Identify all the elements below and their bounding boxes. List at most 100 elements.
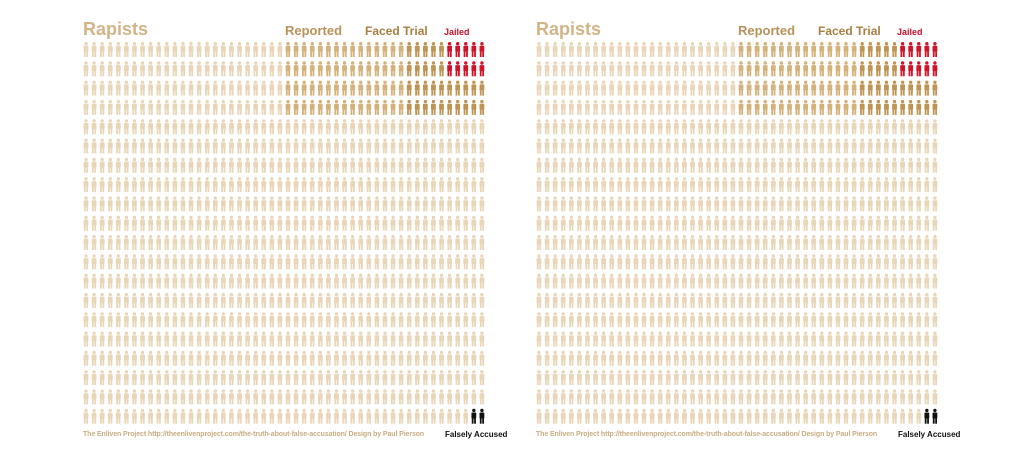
person-icon-rapists	[471, 119, 477, 135]
person-icon-rapists	[180, 292, 186, 308]
person-icon-jailed	[916, 61, 922, 77]
person-icon-reported	[795, 99, 800, 115]
person-icon-rapists	[140, 138, 145, 154]
person-icon-rapists	[132, 350, 137, 366]
person-icon-rapists	[593, 235, 598, 250]
person-icon-rapists	[803, 138, 809, 154]
person-icon-rapists	[593, 312, 598, 328]
person-icon-reported	[390, 61, 396, 77]
person-icon-reported	[843, 80, 849, 96]
person-icon-rapists	[212, 157, 218, 173]
person-icon-faced-trial	[414, 80, 420, 96]
person-icon-rapists	[568, 61, 574, 77]
person-icon-rapists	[843, 157, 849, 173]
person-icon-reported	[770, 80, 776, 96]
person-icon-rapists	[317, 235, 323, 250]
person-icon-rapists	[196, 235, 202, 250]
person-icon-rapists	[706, 235, 712, 250]
person-icon-faced-trial	[884, 80, 889, 96]
person-icon-rapists	[301, 292, 307, 308]
person-icon-reported	[851, 80, 857, 96]
person-icon-rapists	[422, 119, 428, 135]
person-icon-rapists	[180, 254, 186, 270]
person-icon-rapists	[196, 42, 202, 57]
person-icon-rapists	[212, 61, 218, 77]
person-icon-rapists	[835, 292, 841, 308]
person-icon-reported	[382, 42, 388, 57]
person-icon-rapists	[544, 80, 550, 96]
person-icon-rapists	[746, 177, 752, 193]
person-icon-rapists	[544, 350, 550, 366]
person-icon-rapists	[406, 254, 412, 270]
person-icon-rapists	[366, 157, 372, 173]
person-icon-rapists	[746, 292, 752, 308]
person-icon-rapists	[422, 157, 428, 173]
person-icon-rapists	[107, 350, 113, 366]
person-icon-rapists	[843, 312, 849, 328]
person-icon-rapists	[835, 350, 841, 366]
person-icon-rapists	[560, 99, 566, 115]
person-icon-rapists	[617, 99, 623, 115]
person-icon-faced-trial	[455, 80, 461, 96]
person-icon-rapists	[220, 215, 226, 231]
person-icon-rapists	[746, 370, 752, 386]
person-icon-rapists	[172, 235, 178, 250]
person-icon-rapists	[714, 99, 720, 115]
person-icon-rapists	[358, 119, 364, 135]
person-icon-rapists	[609, 196, 615, 212]
person-icon-faced-trial	[908, 80, 914, 96]
person-icon-faced-trial	[414, 99, 420, 115]
person-icon-rapists	[867, 254, 873, 270]
person-icon-faced-trial	[431, 61, 436, 77]
person-icon-rapists	[779, 331, 784, 347]
person-icon-rapists	[212, 312, 218, 328]
person-icon-rapists	[350, 312, 356, 328]
person-icon-faced-trial	[916, 99, 922, 115]
person-icon-rapists	[277, 370, 283, 386]
person-icon-rapists	[188, 389, 194, 405]
person-icon-rapists	[164, 61, 170, 77]
person-icon-rapists	[884, 157, 889, 173]
person-icon-rapists	[908, 370, 914, 386]
person-icon-rapists	[148, 370, 154, 386]
person-icon-rapists	[115, 331, 121, 347]
person-icon-rapists	[439, 254, 444, 270]
category-label-reported: Reported	[285, 23, 343, 38]
person-icon-faced-trial	[439, 99, 444, 115]
person-icon-rapists	[188, 331, 194, 347]
person-icon-rapists	[819, 350, 825, 366]
person-icon-rapists	[455, 157, 461, 173]
person-icon-faced-trial	[431, 99, 436, 115]
person-icon-rapists	[115, 196, 121, 212]
person-icon-rapists	[261, 235, 267, 250]
person-icon-rapists	[220, 157, 226, 173]
person-icon-rapists	[560, 42, 566, 57]
person-icon-rapists	[188, 119, 194, 135]
person-icon-rapists	[107, 273, 113, 289]
person-icon-rapists	[892, 312, 897, 328]
person-icon-rapists	[641, 119, 647, 135]
person-icon-rapists	[124, 235, 129, 250]
person-icon-rapists	[83, 196, 89, 212]
person-icon-rapists	[544, 389, 550, 405]
person-icon-rapists	[536, 292, 542, 308]
person-icon-rapists	[552, 42, 558, 57]
person-icon-rapists	[212, 177, 218, 193]
person-icon-reported	[762, 42, 768, 57]
person-icon-rapists	[811, 157, 817, 173]
person-icon-rapists	[107, 157, 113, 173]
person-icon-rapists	[124, 370, 129, 386]
person-icon-rapists	[196, 292, 202, 308]
person-icon-rapists	[682, 215, 687, 231]
person-icon-rapists	[196, 215, 202, 231]
person-icon-rapists	[730, 350, 736, 366]
person-icon-rapists	[301, 273, 307, 289]
person-icon-rapists	[422, 408, 428, 424]
person-icon-rapists	[229, 389, 234, 405]
person-icon-rapists	[406, 235, 412, 250]
person-icon-rapists	[811, 119, 817, 135]
person-icon-reported	[390, 80, 396, 96]
person-icon-rapists	[585, 80, 590, 96]
person-icon-rapists	[690, 370, 695, 386]
person-icon-rapists	[900, 235, 905, 250]
